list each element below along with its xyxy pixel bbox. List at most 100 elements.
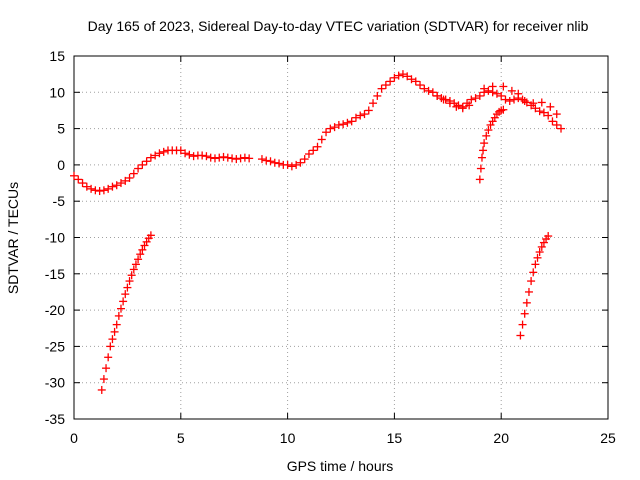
data-point-main-band xyxy=(322,128,331,137)
data-point-arc-late xyxy=(544,232,553,241)
data-point-arc-late xyxy=(520,309,529,318)
data-point-arc-late xyxy=(524,287,533,296)
data-point-arc-late xyxy=(531,260,540,269)
data-point-main-band xyxy=(116,179,125,188)
data-point-arc-early xyxy=(119,297,128,306)
x-tick-label: 15 xyxy=(387,430,403,446)
data-point-main-band xyxy=(313,142,322,151)
data-point-arc-late xyxy=(535,248,544,257)
y-axis-label: SDTVAR / TECUs xyxy=(5,182,21,294)
data-point-arc-late xyxy=(516,331,525,340)
data-point-main-band xyxy=(539,108,548,117)
data-point-main-band xyxy=(334,120,343,129)
data-point-main-band xyxy=(394,71,403,80)
data-point-main-band xyxy=(309,146,318,155)
data-point-main-band xyxy=(219,152,228,161)
data-point-scatter-17h-21h xyxy=(452,102,461,111)
data-point-arc-early xyxy=(146,231,155,240)
data-point-main-band xyxy=(275,159,284,168)
data-point-main-band xyxy=(292,160,301,169)
data-point-arc-early xyxy=(127,271,136,280)
data-point-main-band xyxy=(484,86,493,95)
data-point-arc-early xyxy=(123,283,132,292)
data-point-main-band xyxy=(296,158,305,167)
data-point-main-band xyxy=(416,81,425,90)
data-point-main-band xyxy=(304,150,313,159)
data-point-main-band xyxy=(215,153,224,162)
data-point-main-band xyxy=(377,84,386,93)
data-point-main-band xyxy=(467,95,476,104)
x-axis-label: GPS time / hours xyxy=(287,458,394,474)
data-point-hook-19h xyxy=(475,175,484,184)
data-point-main-band xyxy=(356,111,365,120)
y-tick-label: -35 xyxy=(45,411,65,427)
data-point-main-band xyxy=(317,135,326,144)
y-tick-label: -10 xyxy=(45,230,65,246)
data-point-main-band xyxy=(505,97,514,106)
data-point-main-band xyxy=(531,104,540,113)
data-point-main-band xyxy=(424,86,433,95)
data-point-main-band xyxy=(91,186,100,195)
data-point-main-band xyxy=(557,124,566,133)
data-point-hook-19h xyxy=(490,113,499,122)
data-point-main-band xyxy=(108,182,117,191)
grid-lines xyxy=(74,56,608,419)
data-point-main-band xyxy=(351,113,360,122)
data-point-arc-early xyxy=(99,375,108,384)
data-point-main-band xyxy=(510,95,519,104)
data-point-scatter-17h-21h xyxy=(445,99,454,108)
data-point-main-band xyxy=(202,152,211,161)
data-point-scatter-17h-21h xyxy=(552,110,561,119)
data-point-main-band xyxy=(287,162,296,171)
data-point-arc-early xyxy=(110,327,119,336)
data-point-scatter-17h-21h xyxy=(480,84,489,93)
x-tick-label: 0 xyxy=(70,430,78,446)
y-tick-label: -25 xyxy=(45,338,65,354)
data-point-main-band xyxy=(343,118,352,127)
data-point-main-band xyxy=(155,149,164,158)
data-point-hook-19h xyxy=(476,164,485,173)
data-point-arc-late xyxy=(518,320,527,329)
data-point-arc-early xyxy=(108,335,117,344)
data-point-arc-late xyxy=(522,298,531,307)
data-point-main-band xyxy=(82,182,91,191)
data-point-arc-early xyxy=(106,342,115,351)
data-point-main-band xyxy=(360,110,369,119)
data-point-main-band xyxy=(381,81,390,90)
data-point-main-band xyxy=(236,154,245,163)
data-point-arc-early xyxy=(134,255,143,264)
data-point-main-band xyxy=(369,99,378,108)
data-point-arc-early xyxy=(136,250,145,259)
data-point-main-band xyxy=(138,160,147,169)
data-point-main-band xyxy=(373,91,382,100)
data-point-main-band xyxy=(390,73,399,82)
data-point-main-band xyxy=(129,169,138,178)
data-point-main-band xyxy=(475,91,484,100)
data-point-scatter-17h-21h xyxy=(499,82,508,91)
data-point-arc-early xyxy=(140,241,149,250)
data-point-main-band xyxy=(300,155,309,164)
axis-ticks: 0 5 10 15 20 25 -35 -30 -25 -20 -15 -10 -5 0 5 10 15 xyxy=(45,48,616,446)
y-tick-label: -30 xyxy=(45,375,65,391)
x-tick-label: 10 xyxy=(280,430,296,446)
data-point-main-band xyxy=(74,175,83,184)
data-point-main-band xyxy=(492,89,501,98)
data-point-scatter-17h-21h xyxy=(433,91,442,100)
data-point-hook-19h xyxy=(482,131,491,140)
y-tick-label: 15 xyxy=(49,48,65,64)
data-point-scatter-17h-21h xyxy=(507,86,516,95)
data-point-scatter-17h-21h xyxy=(488,82,497,91)
data-point-arc-late xyxy=(533,253,542,262)
data-point-main-band xyxy=(206,153,215,162)
data-point-main-band xyxy=(262,156,271,165)
data-point-main-band xyxy=(552,120,561,129)
data-point-arc-late xyxy=(527,277,536,286)
data-point-main-band xyxy=(104,184,113,193)
data-point-main-band xyxy=(240,153,249,162)
data-point-main-band xyxy=(501,95,510,104)
data-point-main-band xyxy=(78,179,87,188)
data-point-arc-early xyxy=(129,265,138,274)
data-point-hook-19h xyxy=(479,146,488,155)
data-point-main-band xyxy=(112,181,121,190)
data-point-main-band xyxy=(189,152,198,161)
